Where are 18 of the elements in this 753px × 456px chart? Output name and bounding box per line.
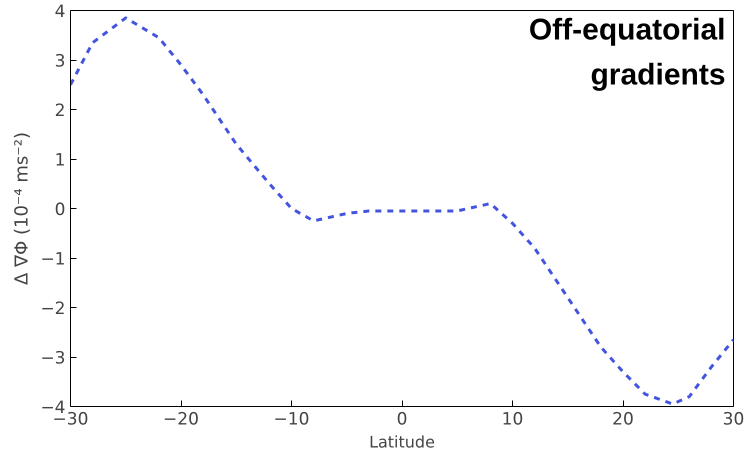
y-axis-title: Δ ∇Φ (10⁻⁴ ms⁻²) <box>11 132 32 285</box>
x-tick-label: 30 <box>722 410 744 430</box>
x-tick-label: 10 <box>502 410 524 430</box>
x-axis-title: Latitude <box>369 432 435 452</box>
x-tick-label: −10 <box>274 410 310 430</box>
y-tick-label: −4 <box>40 398 66 418</box>
y-tick-label: −3 <box>40 348 66 368</box>
x-tick-label: 0 <box>396 410 408 430</box>
y-tick-label: 3 <box>54 52 66 72</box>
y-tick-label: 0 <box>54 200 66 220</box>
x-tick-label: 20 <box>612 410 634 430</box>
y-tick-label: 4 <box>54 2 66 22</box>
x-tick-label: −20 <box>163 410 199 430</box>
y-tick-label: −1 <box>40 250 66 270</box>
y-tick-label: 1 <box>54 150 66 170</box>
y-tick-label: 2 <box>54 101 66 121</box>
y-tick-label: −2 <box>40 299 66 319</box>
annotation: Off-equatorial gradients <box>528 14 726 92</box>
